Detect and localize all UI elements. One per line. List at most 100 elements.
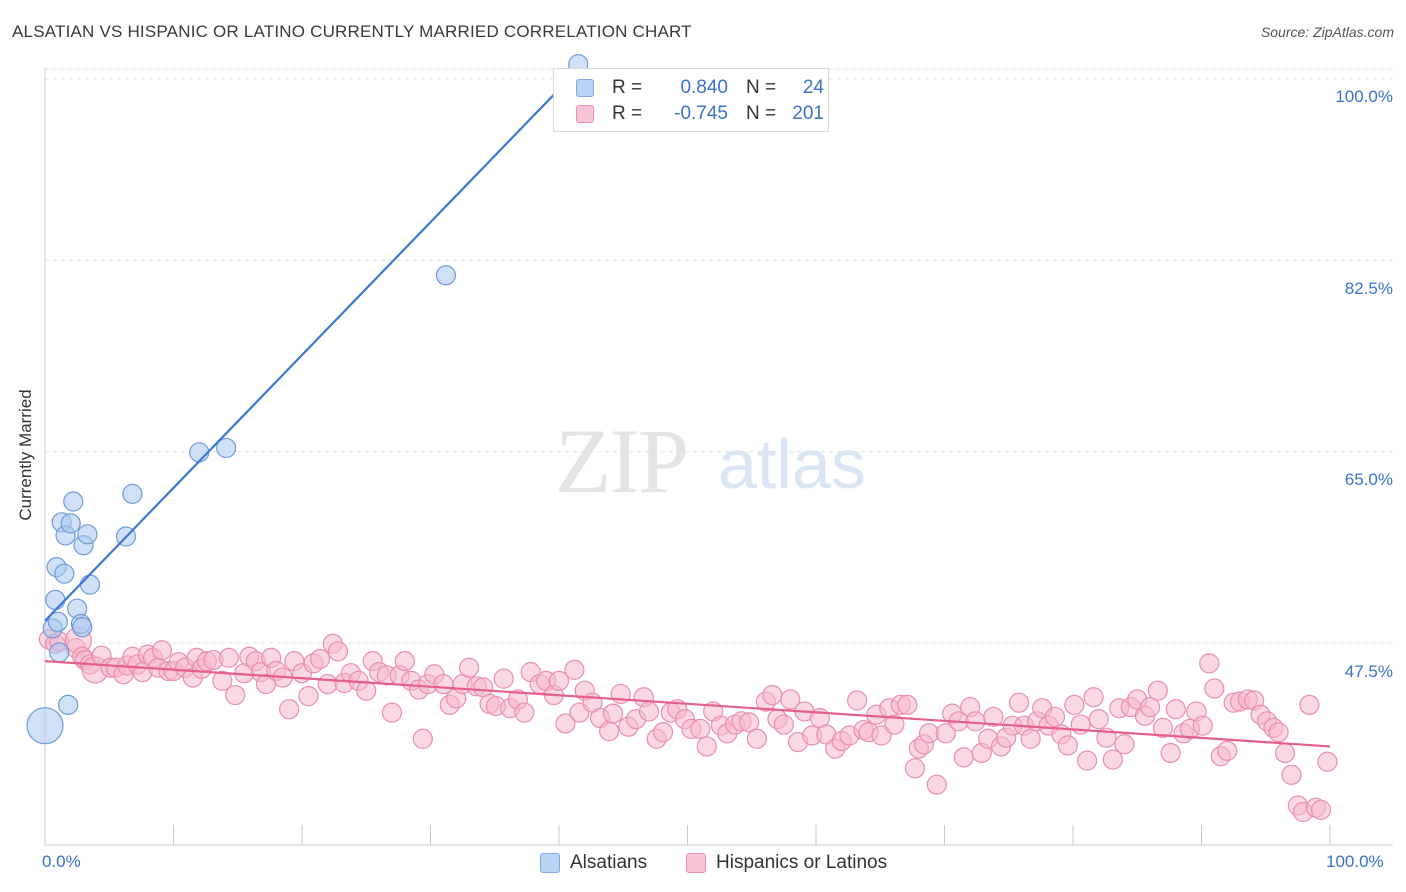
alsatian-point	[77, 524, 98, 545]
legend-label-hispanics: Hispanics or Latinos	[716, 852, 888, 873]
legend-item-alsatians[interactable]: Alsatians	[540, 852, 647, 874]
hispanic-point	[1147, 680, 1168, 701]
hispanic-point	[638, 701, 660, 722]
alsatian-point	[58, 694, 79, 715]
hispanic-point	[151, 640, 173, 661]
hispanic-point	[1064, 694, 1085, 715]
r-value-alsatians: 0.840	[680, 77, 728, 98]
hispanic-point	[298, 686, 319, 707]
y-tick-47-5: 47.5%	[1344, 662, 1393, 681]
hispanic-point	[1192, 715, 1213, 736]
watermark-atlas: atlas	[718, 425, 866, 503]
alsatian-point	[26, 707, 64, 745]
legend-row-hispanics: R = -0.745 N = 201	[576, 102, 824, 126]
alsatian-points	[26, 54, 589, 745]
hispanic-point	[746, 728, 767, 749]
alsatian-point	[435, 265, 457, 286]
hispanic-point	[327, 641, 349, 662]
hispanic-point	[1077, 750, 1098, 771]
hispanic-points	[38, 626, 1338, 823]
source-label: Source: ZipAtlas.com	[1260, 24, 1394, 40]
hispanic-point	[1310, 799, 1332, 820]
hispanic-point	[926, 774, 947, 795]
hispanic-point	[897, 694, 918, 715]
hispanic-point	[1204, 678, 1225, 699]
hispanic-point	[871, 725, 892, 746]
hispanic-point	[1057, 735, 1078, 756]
alsatian-point	[189, 442, 210, 463]
chart-title: ALSATIAN VS HISPANIC OR LATINO CURRENTLY…	[12, 22, 692, 41]
hispanic-point	[1044, 706, 1066, 728]
hispanic-point	[1165, 699, 1186, 720]
x-tick-right: 100.0%	[1326, 852, 1384, 871]
hispanic-point	[1088, 709, 1109, 730]
hispanic-point	[1217, 740, 1238, 761]
hispanic-point	[356, 680, 377, 701]
x-tick-left: 0.0%	[42, 852, 81, 871]
hispanic-point	[1199, 653, 1220, 674]
alsatian-point	[72, 617, 93, 638]
hispanic-point	[1139, 696, 1161, 718]
hispanic-point	[309, 648, 331, 670]
hispanic-point	[555, 713, 576, 734]
watermark-zip: ZIP	[555, 410, 687, 512]
hispanic-point	[983, 706, 1004, 728]
hispanic-point	[1299, 694, 1320, 715]
hispanic-point	[1114, 734, 1135, 755]
alsatian-point	[49, 642, 70, 663]
hispanic-point	[317, 674, 338, 695]
hispanic-point	[279, 699, 300, 720]
hispanic-point	[773, 714, 794, 735]
hispanic-point	[935, 723, 956, 744]
hispanic-point	[780, 689, 801, 710]
legend-label-alsatians: Alsatians	[570, 852, 648, 873]
trendlines	[44, 88, 1331, 748]
hispanic-point	[514, 702, 535, 723]
hispanic-point	[762, 684, 783, 706]
hispanic-point	[739, 712, 760, 733]
hispanic-point	[652, 722, 674, 743]
hispanic-point	[1152, 717, 1174, 738]
r-value-hispanics: -0.745	[674, 103, 728, 124]
hispanic-point	[1268, 722, 1289, 743]
hispanic-point	[1281, 764, 1302, 785]
alsatian-point	[45, 589, 66, 611]
hispanic-point	[904, 758, 926, 779]
series-legend: Alsatians Hispanics or Latinos	[0, 852, 1406, 878]
alsatian-swatch	[576, 79, 594, 97]
alsatian-point	[216, 437, 237, 459]
hispanic-swatch	[576, 105, 594, 123]
hispanic-point	[548, 670, 570, 691]
hispanic-point	[1083, 687, 1104, 708]
y-axis-label: Currently Married	[16, 389, 35, 521]
legend-row-alsatians: R = 0.840 N = 24	[576, 76, 824, 100]
hispanic-point	[1317, 751, 1338, 772]
alsatian-point	[63, 491, 84, 512]
hispanic-point	[381, 702, 403, 723]
hispanic-point	[394, 651, 415, 672]
r-label: R =	[612, 103, 643, 124]
hispanic-point	[602, 703, 624, 724]
y-tick-100: 100.0%	[1335, 87, 1393, 106]
correlation-legend: R = 0.840 N = 24 R = -0.745 N = 201	[553, 68, 829, 132]
alsatian-legend-swatch	[540, 853, 560, 873]
n-value-alsatians: 24	[802, 77, 824, 98]
hispanic-point	[1008, 692, 1030, 713]
hispanic-point	[1160, 742, 1181, 764]
gridlines	[45, 68, 1393, 644]
legend-item-hispanics[interactable]: Hispanics or Latinos	[686, 852, 887, 874]
hispanic-point	[599, 721, 620, 742]
hispanic-point	[493, 668, 514, 689]
y-tick-65: 65.0%	[1344, 470, 1393, 489]
hispanic-point	[458, 657, 480, 678]
hispanic-point	[696, 736, 717, 757]
hispanic-legend-swatch	[686, 853, 706, 873]
hispanic-trendline	[44, 660, 1331, 748]
alsatian-point	[60, 513, 81, 534]
watermark: ZIP atlas	[555, 410, 866, 512]
alsatian-trendline	[44, 88, 560, 622]
alsatian-point	[54, 563, 75, 584]
hispanic-point	[564, 659, 585, 681]
hispanic-point	[1274, 742, 1296, 764]
